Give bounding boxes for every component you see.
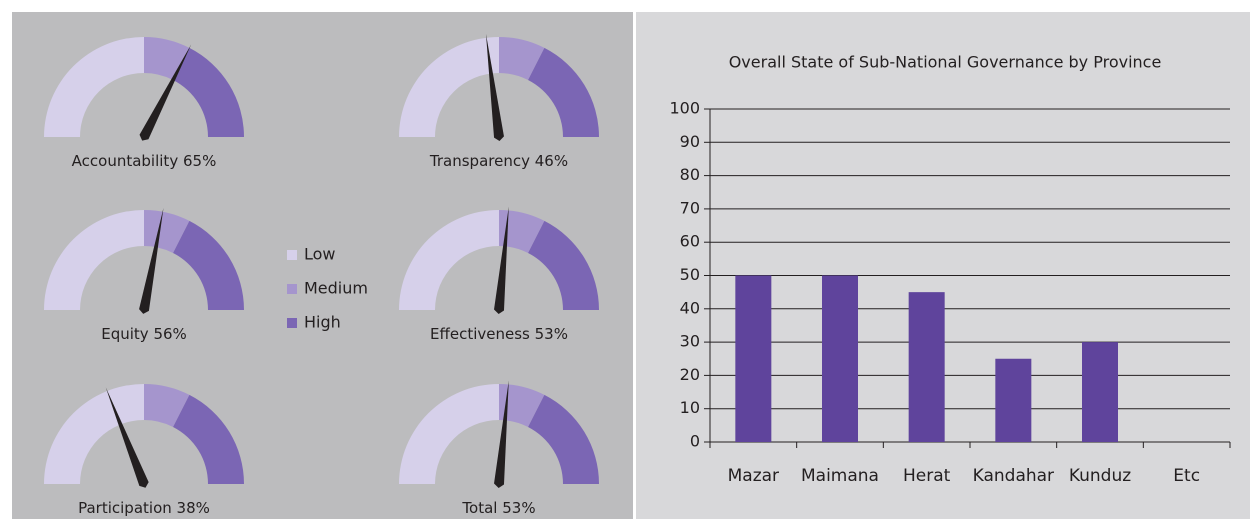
- gauge-band: [528, 47, 599, 137]
- bar: [1082, 342, 1118, 442]
- gauge-name: Accountability: [72, 152, 179, 170]
- gauge-name: Participation: [78, 499, 172, 517]
- gauge-needle: [494, 380, 509, 488]
- x-tick-label: Etc: [1173, 466, 1200, 486]
- y-tick-label: 20: [680, 365, 700, 384]
- gauge-band: [499, 37, 545, 80]
- legend-label: Low: [304, 245, 336, 264]
- gauge-band: [44, 37, 144, 137]
- gauge-value: 53%: [535, 325, 568, 343]
- y-tick-label: 60: [680, 232, 700, 251]
- gauge-band: [173, 394, 244, 484]
- bar: [735, 275, 772, 442]
- chart-title: Overall State of Sub-National Governance…: [729, 53, 1162, 72]
- gauge-label: Transparency 46%: [429, 152, 568, 170]
- gauge-band: [144, 384, 190, 427]
- legend-label: Medium: [304, 279, 368, 298]
- legend-label: High: [304, 313, 341, 332]
- gauge-name: Effectiveness: [430, 325, 530, 343]
- gauge-value: 65%: [183, 152, 216, 170]
- legend-swatch: [287, 318, 297, 328]
- gauge-band: [399, 210, 499, 310]
- y-tick-label: 70: [680, 198, 700, 217]
- y-tick-label: 80: [680, 165, 700, 184]
- gauge-band: [499, 384, 545, 427]
- bar: [822, 275, 858, 442]
- y-tick-label: 100: [669, 99, 700, 118]
- bar: [908, 292, 945, 442]
- gauge-name: Equity: [101, 325, 149, 343]
- y-tick-label: 40: [680, 298, 700, 317]
- gauge-value: 53%: [502, 499, 535, 517]
- x-tick-label: Herat: [903, 466, 951, 486]
- x-tick-label: Maimana: [801, 466, 879, 486]
- gauge-needle: [139, 44, 192, 141]
- x-tick-label: Mazar: [728, 466, 779, 486]
- gauge-needle: [485, 33, 504, 141]
- x-tick-label: Kunduz: [1069, 466, 1131, 486]
- gauge-band: [44, 384, 144, 484]
- gauge-panel: [12, 12, 633, 519]
- gauge-band: [173, 220, 244, 310]
- gauge-band: [44, 210, 144, 310]
- gauge-band: [499, 210, 545, 253]
- gauge-band: [399, 384, 499, 484]
- gauge-label: Accountability 65%: [72, 152, 217, 170]
- y-tick-label: 50: [680, 265, 700, 284]
- legend-swatch: [287, 250, 297, 260]
- gauge-label: Effectiveness 53%: [430, 325, 568, 343]
- gauge-name: Total: [461, 499, 497, 517]
- gauge-band: [173, 47, 244, 137]
- gauge-name: Transparency: [429, 152, 530, 170]
- gauge-needle: [494, 206, 509, 314]
- gauge-label: Total 53%: [461, 499, 535, 517]
- bar: [995, 358, 1032, 442]
- gauge-band: [399, 37, 499, 137]
- gauge-label: Equity 56%: [101, 325, 187, 343]
- gauge-needle: [139, 207, 164, 314]
- gauge-needle: [105, 387, 149, 488]
- gauge-value: 56%: [153, 325, 186, 343]
- gauge-value: 38%: [177, 499, 210, 517]
- chart-panel: [636, 12, 1250, 519]
- x-tick-label: Kandahar: [973, 466, 1054, 486]
- y-tick-label: 10: [680, 398, 700, 417]
- y-tick-label: 90: [680, 132, 700, 151]
- gauge-band: [528, 220, 599, 310]
- y-tick-label: 30: [680, 332, 700, 351]
- gauge-band: [528, 394, 599, 484]
- y-tick-label: 0: [690, 432, 700, 451]
- gauge-value: 46%: [535, 152, 568, 170]
- legend-swatch: [287, 284, 297, 294]
- gauge-label: Participation 38%: [78, 499, 210, 517]
